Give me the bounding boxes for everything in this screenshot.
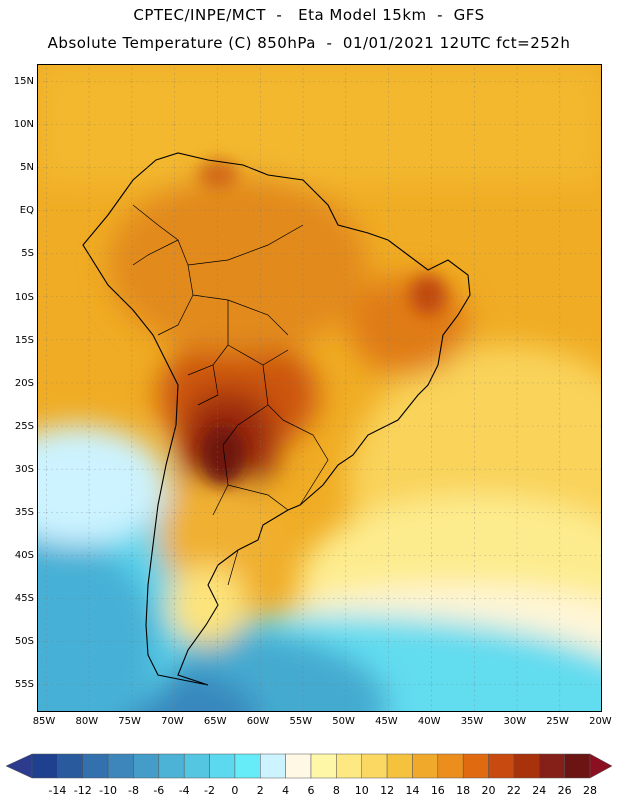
colorbar-tick-label: 0	[231, 784, 238, 797]
longitude-label: 45W	[375, 716, 398, 727]
colorbar-tick-label: 24	[532, 784, 546, 797]
colorbar-tick-label: 6	[308, 784, 315, 797]
colorbar-under-arrow	[5, 753, 33, 779]
colorbar-tick-label: 2	[257, 784, 264, 797]
longitude-label: 75W	[118, 716, 141, 727]
colorbar-over-arrow	[589, 753, 613, 779]
latitude-label: 5S	[21, 248, 34, 260]
colorbar-swatch	[564, 753, 591, 779]
colorbar-tick-label: 4	[282, 784, 289, 797]
latitude-label: 10S	[14, 291, 34, 303]
colorbar: -14 -12 -10 -8 -6 -4 -2 0 2 4 6 8 10 12 14 16 18 20 22 24 26…	[5, 753, 613, 797]
colorbar-swatch	[133, 753, 160, 779]
colorbar-tick-label: 20	[482, 784, 496, 797]
colorbar-tick-label: 8	[333, 784, 340, 797]
colorbar-swatch	[183, 753, 210, 779]
colorbar-swatch	[260, 753, 286, 779]
chart-title-line2: Absolute Temperature (C) 850hPa - 01/01/…	[47, 34, 571, 52]
colorbar-swatch	[82, 753, 109, 779]
latitude-label: 45S	[14, 593, 34, 605]
longitude-label: 35W	[460, 716, 484, 727]
colorbar-tick-label: 12	[380, 784, 394, 797]
colorbar-tick-label: 22	[507, 784, 521, 797]
colorbar-tick-label: -10	[99, 784, 117, 797]
colorbar-swatch	[361, 753, 388, 779]
longitude-label: 30W	[503, 716, 527, 727]
chart-title-line1: CPTEC/INPE/MCT - Eta Model 15km - GFS	[133, 6, 485, 24]
colorbar-tick-label: 26	[558, 784, 572, 797]
longitude-label: 65W	[203, 716, 227, 727]
longitude-label: 60W	[246, 716, 270, 727]
colorbar-swatch	[412, 753, 439, 779]
colorbar-tick-label: -2	[204, 784, 215, 797]
latitude-label: 10N	[13, 119, 34, 131]
latitude-label: 35S	[14, 507, 34, 518]
colorbar-swatch	[285, 753, 312, 779]
longitude-label: 55W	[289, 716, 313, 727]
latitude-label: 20S	[14, 377, 34, 389]
longitude-label: 80W	[75, 716, 99, 727]
colorbar-tick-label: -12	[74, 784, 92, 797]
latitude-label: 55S	[14, 679, 34, 691]
longitude-label: 40W	[417, 716, 441, 727]
colorbar-swatch	[336, 753, 362, 779]
latitude-label: 15S	[14, 334, 34, 346]
longitude-label: 85W	[32, 716, 56, 727]
colorbar-tick-label: 10	[355, 784, 369, 797]
latitude-label: 5N	[20, 162, 34, 174]
colorbar-swatch	[57, 753, 83, 779]
colorbar-swatch	[234, 753, 261, 779]
colorbar-swatch	[107, 753, 134, 779]
colorbar-swatch	[31, 753, 58, 779]
colorbar-swatch	[158, 753, 185, 779]
latitude-label: 50S	[14, 636, 34, 648]
latitude-label: 40S	[14, 550, 34, 562]
colorbar-swatch	[310, 753, 337, 779]
colorbar-tick-label: 28	[583, 784, 597, 797]
longitude-label: 50W	[332, 716, 355, 727]
longitude-label: 25W	[546, 716, 569, 727]
colorbar-swatch	[386, 753, 413, 779]
colorbar-swatch	[437, 753, 464, 779]
colorbar-swatch	[513, 753, 540, 779]
colorbar-tick-label: -4	[179, 784, 190, 797]
colorbar-tick-label: -8	[128, 784, 139, 797]
map-svg	[38, 65, 601, 711]
colorbar-swatch	[462, 753, 489, 779]
latitude-label: 30S	[14, 463, 34, 475]
colorbar-swatch	[488, 753, 515, 779]
colorbar-swatch	[539, 753, 565, 779]
colorbar-tick-label: 14	[405, 784, 419, 797]
colorbar-tick-label: 18	[456, 784, 470, 797]
colorbar-tick-label: -6	[153, 784, 164, 797]
latitude-label: EQ	[19, 205, 34, 217]
temperature-map	[37, 64, 602, 712]
longitude-label: 70W	[161, 716, 184, 727]
lat-lon-grid	[38, 65, 601, 711]
colorbar-tick-label: 16	[431, 784, 445, 797]
longitude-label: 20W	[589, 716, 612, 727]
latitude-label: 15N	[13, 76, 34, 87]
latitude-label: 25S	[14, 420, 34, 432]
colorbar-tick-label: -14	[48, 784, 66, 797]
colorbar-swatch	[209, 753, 236, 779]
